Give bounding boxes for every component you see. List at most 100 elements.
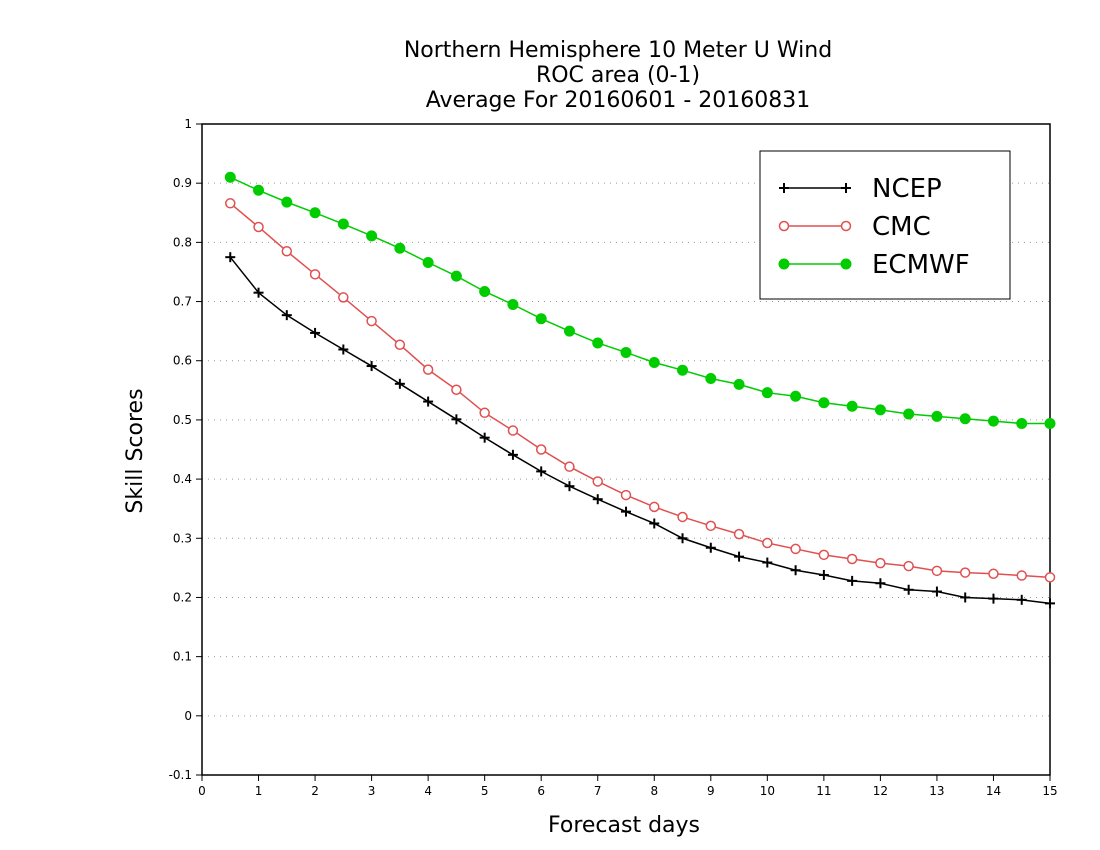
data-point-ecmwf bbox=[818, 397, 830, 409]
x-tick-label: 8 bbox=[650, 784, 658, 798]
data-point-cmc bbox=[535, 444, 547, 455]
data-point-ncep bbox=[451, 414, 462, 425]
data-point-cmc bbox=[366, 315, 377, 327]
data-point-ecmwf bbox=[535, 313, 547, 325]
data-point-ecmwf bbox=[450, 270, 462, 282]
data-point-ncep bbox=[1045, 598, 1055, 609]
x-tick-label: 15 bbox=[1042, 784, 1057, 798]
title-line-3: Average For 20160601 - 20160831 bbox=[426, 88, 811, 113]
data-point-cmc bbox=[592, 476, 603, 487]
data-point-cmc bbox=[988, 568, 999, 580]
y-tick-label: 0.5 bbox=[173, 413, 192, 427]
data-point-ncep bbox=[338, 344, 349, 355]
y-axis-label: Skill Scores bbox=[123, 388, 148, 513]
x-tick-label: 4 bbox=[424, 784, 432, 798]
data-point-cmc bbox=[451, 384, 462, 395]
data-point-ecmwf bbox=[479, 285, 491, 297]
data-point-ecmwf bbox=[366, 230, 378, 242]
data-point-ncep bbox=[394, 378, 405, 389]
x-tick-label: 0 bbox=[198, 784, 206, 798]
data-point-ncep bbox=[677, 533, 688, 544]
legend-marker-cmc bbox=[840, 220, 852, 232]
data-point-cmc bbox=[790, 543, 801, 555]
data-point-ncep bbox=[734, 551, 745, 562]
chart-title: Northern Hemisphere 10 Meter U Wind ROC … bbox=[404, 38, 832, 113]
data-point-ecmwf bbox=[563, 325, 575, 337]
data-point-ecmwf bbox=[394, 242, 406, 254]
legend-label-ncep: NCEP bbox=[872, 174, 942, 204]
x-tick-label: 7 bbox=[594, 784, 602, 798]
y-tick-label: 0.4 bbox=[173, 472, 192, 486]
data-point-ncep bbox=[875, 578, 886, 589]
y-tick-label: 0.2 bbox=[173, 590, 192, 604]
data-point-cmc bbox=[507, 425, 519, 436]
data-point-ecmwf bbox=[959, 413, 971, 425]
data-point-ncep bbox=[988, 593, 999, 604]
data-point-ecmwf bbox=[309, 207, 321, 219]
data-point-ecmwf bbox=[224, 171, 236, 183]
data-point-cmc bbox=[875, 557, 886, 569]
data-point-cmc bbox=[959, 567, 971, 578]
y-tick-label: 0.6 bbox=[173, 354, 192, 368]
data-point-ecmwf bbox=[705, 372, 717, 384]
data-point-cmc bbox=[705, 520, 717, 532]
data-point-ecmwf bbox=[903, 408, 915, 420]
data-point-ecmwf bbox=[1016, 417, 1028, 429]
data-point-cmc bbox=[931, 565, 943, 577]
data-point-cmc bbox=[846, 553, 858, 565]
series-cmc bbox=[225, 198, 1056, 583]
legend-marker-ecmwf bbox=[778, 258, 790, 270]
x-tick-label: 3 bbox=[368, 784, 376, 798]
legend-marker-cmc bbox=[778, 220, 790, 232]
data-point-ecmwf bbox=[648, 357, 660, 369]
x-tick-label: 2 bbox=[311, 784, 319, 798]
data-point-ncep bbox=[818, 569, 829, 580]
data-point-ecmwf bbox=[422, 256, 434, 268]
legend-item-cmc: CMC bbox=[778, 212, 931, 242]
data-point-ncep bbox=[536, 466, 547, 477]
data-point-ecmwf bbox=[507, 299, 519, 311]
legend-item-ecmwf: ECMWF bbox=[778, 250, 970, 280]
x-tick-label: 11 bbox=[816, 784, 831, 798]
data-point-cmc bbox=[818, 549, 830, 561]
legend-item-ncep: NCEP bbox=[779, 174, 942, 204]
x-tick-label: 6 bbox=[537, 784, 545, 798]
data-point-cmc bbox=[903, 560, 914, 572]
data-point-ecmwf bbox=[790, 390, 802, 402]
legend-marker-ncep bbox=[841, 183, 851, 193]
data-point-ecmwf bbox=[620, 346, 632, 358]
data-point-ncep bbox=[253, 287, 264, 298]
data-point-ecmwf bbox=[1044, 417, 1056, 429]
y-tick-label: 0.3 bbox=[173, 531, 192, 545]
data-point-cmc bbox=[338, 292, 349, 303]
y-axis: -0.1 0 0.1 0.2 0.3 0.4 0.5 0.6 0.7 0.8 0.9 1 bbox=[169, 117, 202, 782]
data-point-ecmwf bbox=[874, 404, 886, 416]
data-point-cmc bbox=[225, 198, 236, 209]
data-point-ecmwf bbox=[253, 184, 265, 196]
data-point-ecmwf bbox=[592, 337, 604, 349]
data-point-cmc bbox=[394, 339, 406, 350]
x-tick-label: 14 bbox=[986, 784, 1001, 798]
data-point-ecmwf bbox=[931, 410, 943, 422]
data-point-cmc bbox=[620, 489, 632, 501]
y-tick-label: 1 bbox=[184, 117, 192, 131]
data-point-ncep bbox=[705, 542, 716, 553]
data-point-cmc bbox=[281, 245, 293, 257]
data-point-ncep bbox=[649, 518, 660, 529]
y-tick-label: 0.8 bbox=[173, 235, 192, 249]
data-point-ecmwf bbox=[677, 364, 689, 376]
legend-label-ecmwf: ECMWF bbox=[872, 250, 970, 280]
data-point-ncep bbox=[960, 592, 971, 603]
data-point-ncep bbox=[225, 252, 236, 263]
y-tick-label: 0.1 bbox=[173, 650, 192, 664]
data-point-ncep bbox=[366, 361, 377, 372]
data-point-ncep bbox=[847, 575, 858, 586]
y-tick-label: 0 bbox=[184, 709, 192, 723]
data-point-ecmwf bbox=[761, 387, 773, 399]
legend-marker-ncep bbox=[779, 183, 789, 193]
data-point-ncep bbox=[310, 327, 321, 338]
series-ecmwf bbox=[224, 171, 1056, 429]
series-line-ncep bbox=[229, 256, 1051, 605]
data-point-ncep bbox=[281, 310, 292, 321]
